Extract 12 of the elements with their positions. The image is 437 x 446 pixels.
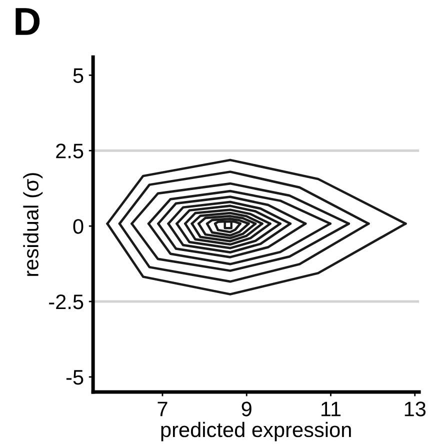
y-tick-label: -2.5 [49, 294, 84, 310]
x-tick-label: 13 [404, 402, 426, 416]
y-tick-label: 5 [73, 68, 84, 83]
x-tick-label: 9 [242, 402, 252, 416]
x-tick-label: 11 [322, 402, 341, 416]
y-tick-label: 2.5 [56, 144, 84, 158]
x-axis-title: predicted expression [161, 422, 351, 442]
y-tick-label: -5 [66, 370, 84, 385]
y-axis-title: residual (σ) [23, 173, 43, 276]
chart-title: D [16, 8, 40, 35]
y-tick-label: 0 [73, 219, 84, 234]
x-tick-label: 7 [158, 402, 168, 416]
